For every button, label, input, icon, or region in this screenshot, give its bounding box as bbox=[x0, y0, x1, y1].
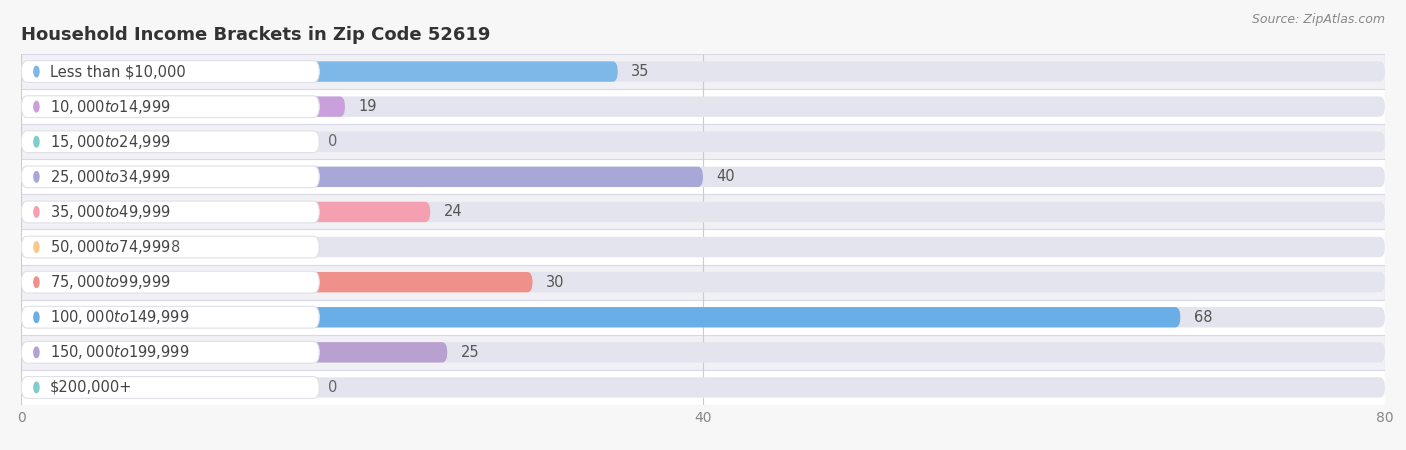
Text: 35: 35 bbox=[631, 64, 650, 79]
FancyBboxPatch shape bbox=[21, 166, 319, 188]
FancyBboxPatch shape bbox=[21, 306, 319, 328]
FancyBboxPatch shape bbox=[21, 342, 447, 363]
Text: $10,000 to $14,999: $10,000 to $14,999 bbox=[51, 98, 172, 116]
Text: 25: 25 bbox=[461, 345, 479, 360]
FancyBboxPatch shape bbox=[21, 131, 319, 153]
Circle shape bbox=[34, 312, 39, 323]
FancyBboxPatch shape bbox=[21, 370, 1385, 405]
FancyBboxPatch shape bbox=[21, 201, 319, 223]
Text: $75,000 to $99,999: $75,000 to $99,999 bbox=[51, 273, 172, 291]
FancyBboxPatch shape bbox=[21, 272, 533, 292]
Circle shape bbox=[34, 136, 39, 147]
FancyBboxPatch shape bbox=[21, 61, 1385, 82]
Text: $200,000+: $200,000+ bbox=[51, 380, 132, 395]
Circle shape bbox=[34, 101, 39, 112]
FancyBboxPatch shape bbox=[21, 202, 1385, 222]
FancyBboxPatch shape bbox=[21, 131, 1385, 152]
FancyBboxPatch shape bbox=[21, 307, 1385, 328]
Circle shape bbox=[34, 242, 39, 252]
Circle shape bbox=[34, 66, 39, 77]
Circle shape bbox=[34, 347, 39, 358]
Text: $50,000 to $74,999: $50,000 to $74,999 bbox=[51, 238, 172, 256]
FancyBboxPatch shape bbox=[21, 335, 1385, 370]
FancyBboxPatch shape bbox=[21, 342, 319, 363]
FancyBboxPatch shape bbox=[21, 377, 1385, 398]
FancyBboxPatch shape bbox=[21, 265, 1385, 300]
Text: $100,000 to $149,999: $100,000 to $149,999 bbox=[51, 308, 190, 326]
FancyBboxPatch shape bbox=[21, 377, 319, 398]
FancyBboxPatch shape bbox=[21, 194, 1385, 230]
FancyBboxPatch shape bbox=[21, 159, 1385, 194]
Text: Less than $10,000: Less than $10,000 bbox=[51, 64, 186, 79]
Text: $15,000 to $24,999: $15,000 to $24,999 bbox=[51, 133, 172, 151]
Text: $35,000 to $49,999: $35,000 to $49,999 bbox=[51, 203, 172, 221]
Text: 68: 68 bbox=[1194, 310, 1212, 325]
Text: $25,000 to $34,999: $25,000 to $34,999 bbox=[51, 168, 172, 186]
Text: Household Income Brackets in Zip Code 52619: Household Income Brackets in Zip Code 52… bbox=[21, 26, 491, 44]
Text: 30: 30 bbox=[546, 274, 565, 290]
FancyBboxPatch shape bbox=[21, 342, 1385, 363]
FancyBboxPatch shape bbox=[21, 237, 1385, 257]
Text: Source: ZipAtlas.com: Source: ZipAtlas.com bbox=[1251, 14, 1385, 27]
FancyBboxPatch shape bbox=[21, 96, 344, 117]
FancyBboxPatch shape bbox=[21, 61, 617, 82]
FancyBboxPatch shape bbox=[21, 166, 703, 187]
Circle shape bbox=[34, 207, 39, 217]
FancyBboxPatch shape bbox=[21, 236, 319, 258]
FancyBboxPatch shape bbox=[21, 300, 1385, 335]
FancyBboxPatch shape bbox=[21, 230, 1385, 265]
Circle shape bbox=[34, 277, 39, 288]
FancyBboxPatch shape bbox=[21, 54, 1385, 89]
FancyBboxPatch shape bbox=[21, 271, 319, 293]
Circle shape bbox=[34, 171, 39, 182]
Text: 40: 40 bbox=[717, 169, 735, 184]
FancyBboxPatch shape bbox=[21, 96, 1385, 117]
FancyBboxPatch shape bbox=[21, 202, 430, 222]
FancyBboxPatch shape bbox=[21, 96, 319, 117]
Text: 0: 0 bbox=[328, 134, 337, 149]
Circle shape bbox=[34, 382, 39, 393]
Text: 19: 19 bbox=[359, 99, 377, 114]
FancyBboxPatch shape bbox=[21, 61, 319, 82]
FancyBboxPatch shape bbox=[21, 166, 1385, 187]
FancyBboxPatch shape bbox=[21, 89, 1385, 124]
FancyBboxPatch shape bbox=[21, 237, 157, 257]
FancyBboxPatch shape bbox=[21, 307, 1181, 328]
FancyBboxPatch shape bbox=[21, 124, 1385, 159]
Text: 8: 8 bbox=[172, 239, 180, 255]
Text: 24: 24 bbox=[444, 204, 463, 220]
FancyBboxPatch shape bbox=[21, 272, 1385, 292]
Text: $150,000 to $199,999: $150,000 to $199,999 bbox=[51, 343, 190, 361]
Text: 0: 0 bbox=[328, 380, 337, 395]
